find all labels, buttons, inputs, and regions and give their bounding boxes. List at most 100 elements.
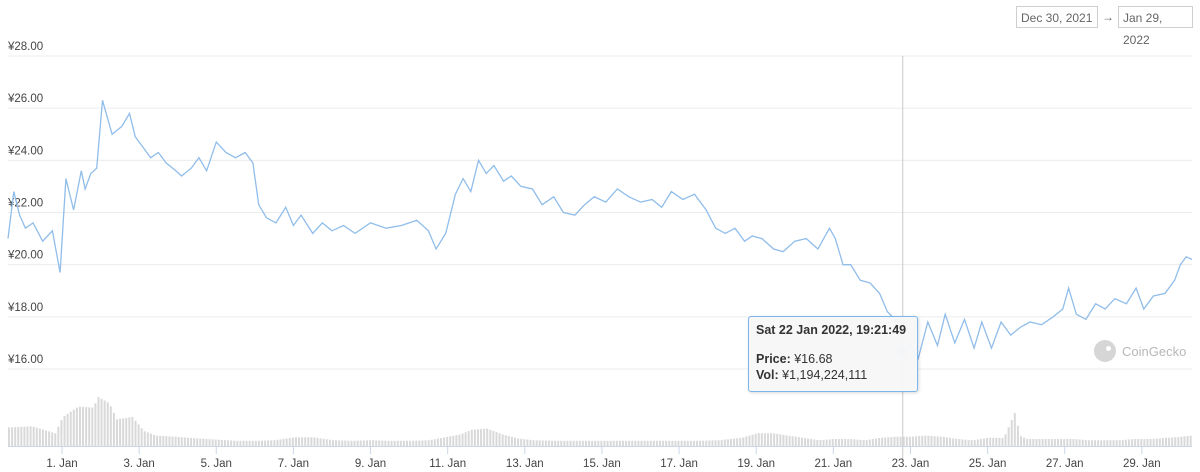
volume-bar bbox=[643, 440, 646, 446]
volume-bar bbox=[600, 440, 603, 446]
price-series-line[interactable] bbox=[7, 100, 1193, 361]
volume-bar bbox=[945, 437, 948, 446]
volume-bar bbox=[979, 439, 982, 446]
volume-bar bbox=[205, 438, 208, 446]
tooltip-volume-label: Vol: bbox=[756, 368, 779, 382]
volume-bar bbox=[1081, 439, 1084, 446]
volume-bar bbox=[183, 437, 186, 446]
volume-bar bbox=[313, 437, 316, 446]
volume-bar bbox=[828, 439, 831, 446]
volume-bar bbox=[298, 437, 301, 446]
date-range-start[interactable]: Dec 30, 2021 bbox=[1016, 6, 1098, 28]
x-tick-label: 19. Jan bbox=[737, 458, 775, 470]
volume-bar bbox=[714, 440, 717, 446]
volume-bar bbox=[335, 440, 338, 446]
volume-bar bbox=[260, 440, 263, 446]
volume-bar bbox=[1118, 440, 1121, 446]
volume-bar bbox=[1004, 434, 1007, 446]
volume-bar bbox=[711, 440, 714, 446]
volume-bar bbox=[498, 433, 501, 446]
volume-bar bbox=[992, 437, 995, 446]
volume-bar bbox=[146, 432, 149, 446]
volume-bar bbox=[217, 439, 220, 446]
volume-bar bbox=[628, 440, 631, 446]
volume-bar bbox=[504, 435, 507, 446]
volume-bar bbox=[396, 440, 399, 446]
volume-bar bbox=[122, 418, 125, 446]
volume-bar bbox=[168, 436, 171, 446]
volume-bar bbox=[770, 433, 773, 446]
volume-bar bbox=[800, 437, 803, 446]
volume-bar bbox=[569, 440, 572, 446]
volume-bar bbox=[1063, 439, 1066, 446]
volume-bar bbox=[575, 440, 578, 446]
volume-bar bbox=[199, 438, 202, 446]
volume-bar bbox=[35, 427, 38, 446]
volume-bar bbox=[88, 407, 91, 446]
volume-bar bbox=[399, 440, 402, 446]
volume-bar bbox=[646, 440, 649, 446]
volume-bar bbox=[1060, 439, 1063, 446]
volume-bar bbox=[1044, 439, 1047, 446]
volume-bar bbox=[85, 407, 88, 446]
volume-bar bbox=[486, 428, 489, 446]
tooltip-price-label: Price: bbox=[756, 352, 791, 366]
volume-bar bbox=[106, 402, 109, 446]
volume-bar bbox=[982, 438, 985, 446]
volume-bar bbox=[489, 429, 492, 446]
volume-bar bbox=[171, 436, 174, 446]
volume-bar bbox=[294, 437, 297, 446]
volume-bar bbox=[1038, 439, 1041, 446]
volume-bar bbox=[288, 437, 291, 446]
volume-bar bbox=[603, 440, 606, 446]
volume-bar bbox=[449, 436, 452, 446]
volume-bar bbox=[915, 436, 918, 446]
volume-bar bbox=[958, 439, 961, 446]
x-tick-label: 1. Jan bbox=[46, 458, 77, 470]
volume-bar bbox=[257, 440, 260, 446]
volume-bar bbox=[720, 439, 723, 446]
volume-bar bbox=[220, 439, 223, 446]
volume-bar bbox=[1131, 439, 1134, 446]
volume-bar bbox=[813, 439, 816, 446]
volume-bar bbox=[162, 436, 165, 446]
volume-bar bbox=[1072, 439, 1075, 446]
volume-bar bbox=[1186, 436, 1189, 446]
volume-bar bbox=[686, 440, 689, 446]
volume-bar bbox=[1001, 437, 1004, 446]
volume-bar bbox=[501, 434, 504, 446]
volume-bar bbox=[433, 439, 436, 446]
volume-bar bbox=[202, 438, 205, 446]
volume-bar bbox=[236, 440, 239, 446]
volume-bar bbox=[273, 440, 276, 446]
volume-bar bbox=[970, 440, 973, 446]
volume-bar bbox=[554, 440, 557, 446]
volume-bar bbox=[754, 433, 757, 446]
volume-bar bbox=[51, 432, 54, 446]
volume-bar bbox=[239, 440, 242, 446]
volume-bar bbox=[615, 440, 618, 446]
volume-bar bbox=[495, 432, 498, 446]
date-range-end[interactable]: Jan 29, 2022 bbox=[1118, 6, 1193, 47]
volume-bar bbox=[100, 398, 103, 446]
volume-bar bbox=[60, 420, 63, 446]
volume-bar bbox=[78, 406, 81, 446]
volume-bar bbox=[128, 417, 131, 446]
volume-bar bbox=[998, 437, 1001, 446]
volume-bar bbox=[230, 440, 233, 446]
volume-bar bbox=[180, 437, 183, 446]
x-tick-label: 27. Jan bbox=[1046, 458, 1084, 470]
date-range-arrow-icon: → bbox=[1102, 10, 1114, 24]
volume-bar bbox=[952, 438, 955, 446]
volume-bar bbox=[878, 438, 881, 446]
volume-bar bbox=[443, 437, 446, 446]
coingecko-watermark: CoinGecko bbox=[1094, 338, 1186, 364]
volume-bar bbox=[66, 413, 69, 446]
volume-bar bbox=[973, 439, 976, 446]
volume-bar bbox=[131, 417, 134, 446]
volume-bar bbox=[618, 440, 621, 446]
volume-bar bbox=[810, 439, 813, 446]
volume-bar bbox=[581, 440, 584, 446]
volume-bar bbox=[372, 440, 375, 446]
